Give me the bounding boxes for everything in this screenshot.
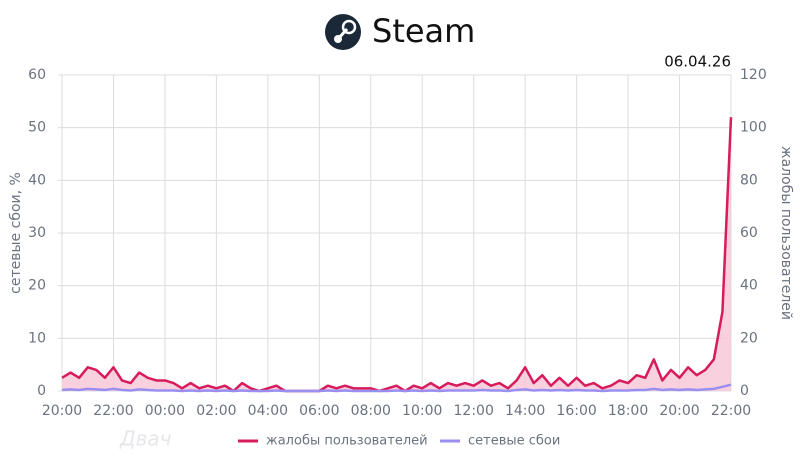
y-tick-label: 60 — [28, 67, 46, 83]
y-tick-label: 0 — [37, 383, 46, 399]
y2-tick-label: 20 — [740, 330, 758, 346]
x-tick-label: 04:00 — [248, 403, 288, 419]
area — [62, 117, 731, 391]
x-tick-label: 02:00 — [196, 403, 236, 419]
series-line — [61, 117, 733, 393]
x-tick-label: 16:00 — [556, 403, 596, 419]
x-tick-label: 10:00 — [402, 403, 442, 419]
date-label: 06.04.26 — [664, 53, 731, 71]
y-tick-label: 50 — [28, 120, 46, 136]
y2-tick-label: 60 — [740, 225, 758, 241]
x-tick-label: 08:00 — [351, 403, 391, 419]
y2-tick-label: 40 — [740, 278, 758, 294]
y-tick-label: 20 — [28, 278, 46, 294]
y2-tick-label: 0 — [740, 383, 749, 399]
chart-title: Steam — [372, 12, 475, 50]
steam-logo — [325, 14, 361, 50]
x-tick-label: 20:00 — [42, 403, 82, 419]
x-tick-label: 14:00 — [505, 403, 545, 419]
y-tick-label: 10 — [28, 330, 46, 346]
x-tick-label: 06:00 — [299, 403, 339, 419]
x-tick-label: 22:00 — [711, 403, 751, 419]
y2-tick-label: 80 — [740, 172, 758, 188]
y-tick-label: 30 — [28, 225, 46, 241]
x-tick-label: 18:00 — [608, 403, 648, 419]
x-tick-label: 12:00 — [454, 403, 494, 419]
series-line — [61, 383, 732, 393]
x-tick-label: 22:00 — [93, 403, 133, 419]
y2-tick-label: 100 — [740, 120, 767, 136]
legend-label: жалобы пользователей — [266, 434, 428, 449]
x-tick-label: 00:00 — [145, 403, 185, 419]
y2-tick-label: 120 — [740, 67, 767, 83]
watermark: Двач — [119, 427, 172, 451]
y2-axis-label: жалобы пользователей — [778, 146, 794, 320]
y-axis-label: сетевые сбои, % — [8, 172, 24, 294]
y-tick-label: 40 — [28, 172, 46, 188]
legend-label: сетевые сбои — [468, 434, 560, 449]
x-tick-label: 20:00 — [659, 403, 699, 419]
